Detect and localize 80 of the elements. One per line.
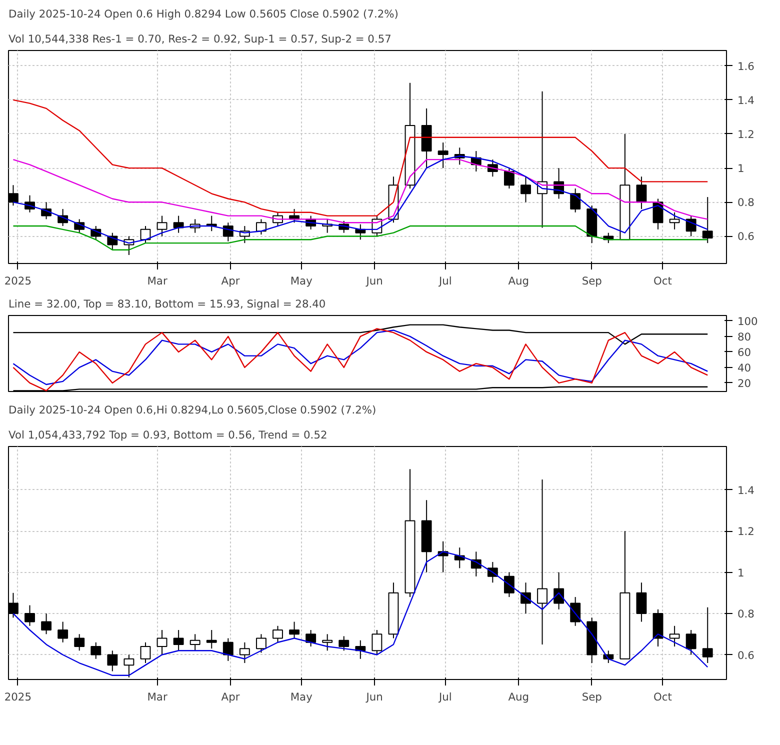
- y-tick-label: 1.4: [738, 484, 755, 497]
- candlestick: [504, 572, 514, 598]
- y-tick-label: 20: [738, 376, 752, 390]
- x-tick-label: Mar: [147, 274, 168, 288]
- y-tick-label: 0.8: [738, 196, 755, 210]
- candlestick: [256, 634, 266, 654]
- chart-subtitle: Vol 1,054,433,792 Top = 0.93, Bottom = 0.56, Trend = 0.52: [8, 428, 328, 442]
- y-tick-label: 0.6: [738, 648, 755, 662]
- y-tick-label: 0.8: [738, 608, 755, 621]
- candlestick: [239, 642, 250, 664]
- candlestick: [520, 176, 531, 203]
- x-tick-label: 2025: [4, 274, 32, 288]
- candlestick: [222, 638, 234, 662]
- y-tick-label: 1.6: [738, 60, 755, 73]
- chart-subtitle: Vol 10,544,338 Res-1 = 0.70, Res-2 = 0.92, Sup-1 = 0.57, Sup-2 = 0.57: [8, 32, 392, 46]
- x-tick-label: Jul: [438, 690, 452, 704]
- candlestick: [156, 630, 168, 656]
- candlestick: [702, 196, 713, 244]
- y-tick-label: 40: [738, 361, 752, 374]
- candlestick: [107, 650, 118, 672]
- chart-title: Line = 32.00, Top = 83.10, Bottom = 15.93, Signal = 28.40: [8, 298, 326, 310]
- x-tick-label: Apr: [221, 274, 240, 288]
- x-tick-label: Oct: [654, 690, 672, 704]
- candlestick: [322, 634, 333, 652]
- candlestick: [90, 642, 102, 660]
- chart-title: Daily 2025-10-24 Open 0.6,Hi 0.8294,Lo 0.5605,Close 0.5902 (7.2%): [8, 404, 376, 416]
- candlestick: [702, 606, 713, 664]
- candlestick: [570, 596, 581, 626]
- candlestick: [504, 168, 514, 190]
- candlestick: [438, 142, 448, 169]
- x-tick-label: Sep: [582, 274, 602, 288]
- y-tick-label: 80: [738, 330, 752, 344]
- x-tick-label: Aug: [508, 274, 530, 288]
- x-tick-label: Mar: [147, 690, 168, 704]
- x-tick-label: Jun: [365, 690, 383, 704]
- y-tick-label: 1.2: [738, 525, 754, 538]
- line-series: [12, 324, 708, 345]
- candlestick: [140, 642, 151, 664]
- candlestick: [190, 634, 200, 652]
- x-tick-label: Jun: [365, 274, 383, 288]
- candlestick: [124, 654, 134, 678]
- y-tick-label: 0.6: [738, 230, 755, 244]
- x-tick-label: May: [290, 690, 312, 704]
- candlestick: [256, 218, 266, 236]
- candlestick: [686, 630, 696, 656]
- x-tick-label: Sep: [582, 690, 602, 704]
- chart-title: Daily 2025-10-24 Open 0.6 High 0.8294 Low 0.5605 Close 0.5902 (7.2%): [8, 8, 398, 20]
- x-tick-label: May: [290, 274, 312, 288]
- candlestick: [669, 212, 680, 230]
- candlestick: [156, 215, 168, 237]
- x-tick-label: Oct: [654, 274, 672, 288]
- candlestick: [686, 215, 696, 237]
- y-tick-label: 100: [738, 314, 758, 328]
- y-tick-label: 1.4: [738, 94, 755, 107]
- x-tick-label: 2025: [4, 690, 32, 704]
- y-tick-label: 1: [738, 162, 744, 176]
- candlestick: [41, 613, 52, 635]
- candlestick: [74, 634, 85, 652]
- candlestick: [306, 630, 316, 648]
- candlestick: [636, 582, 647, 622]
- y-tick-label: 60: [738, 346, 752, 359]
- candlestick: [338, 636, 350, 652]
- candlestick: [173, 630, 184, 652]
- candlestick: [636, 176, 647, 210]
- line-series: [12, 225, 708, 250]
- candlestick: [58, 621, 68, 643]
- candlestick: [289, 621, 300, 639]
- candlestick: [206, 630, 217, 650]
- y-tick-label: 1: [738, 566, 744, 580]
- x-tick-label: Aug: [508, 690, 530, 704]
- line-series: [12, 99, 708, 216]
- candlestick: [570, 188, 581, 213]
- x-tick-label: Jul: [438, 274, 452, 288]
- candlestick: [272, 625, 283, 643]
- candlestick: [372, 630, 382, 656]
- candlestick: [669, 625, 680, 648]
- candlestick: [537, 478, 548, 645]
- candlestick: [24, 604, 35, 626]
- x-tick-label: Apr: [221, 690, 240, 704]
- y-tick-label: 1.2: [738, 128, 754, 141]
